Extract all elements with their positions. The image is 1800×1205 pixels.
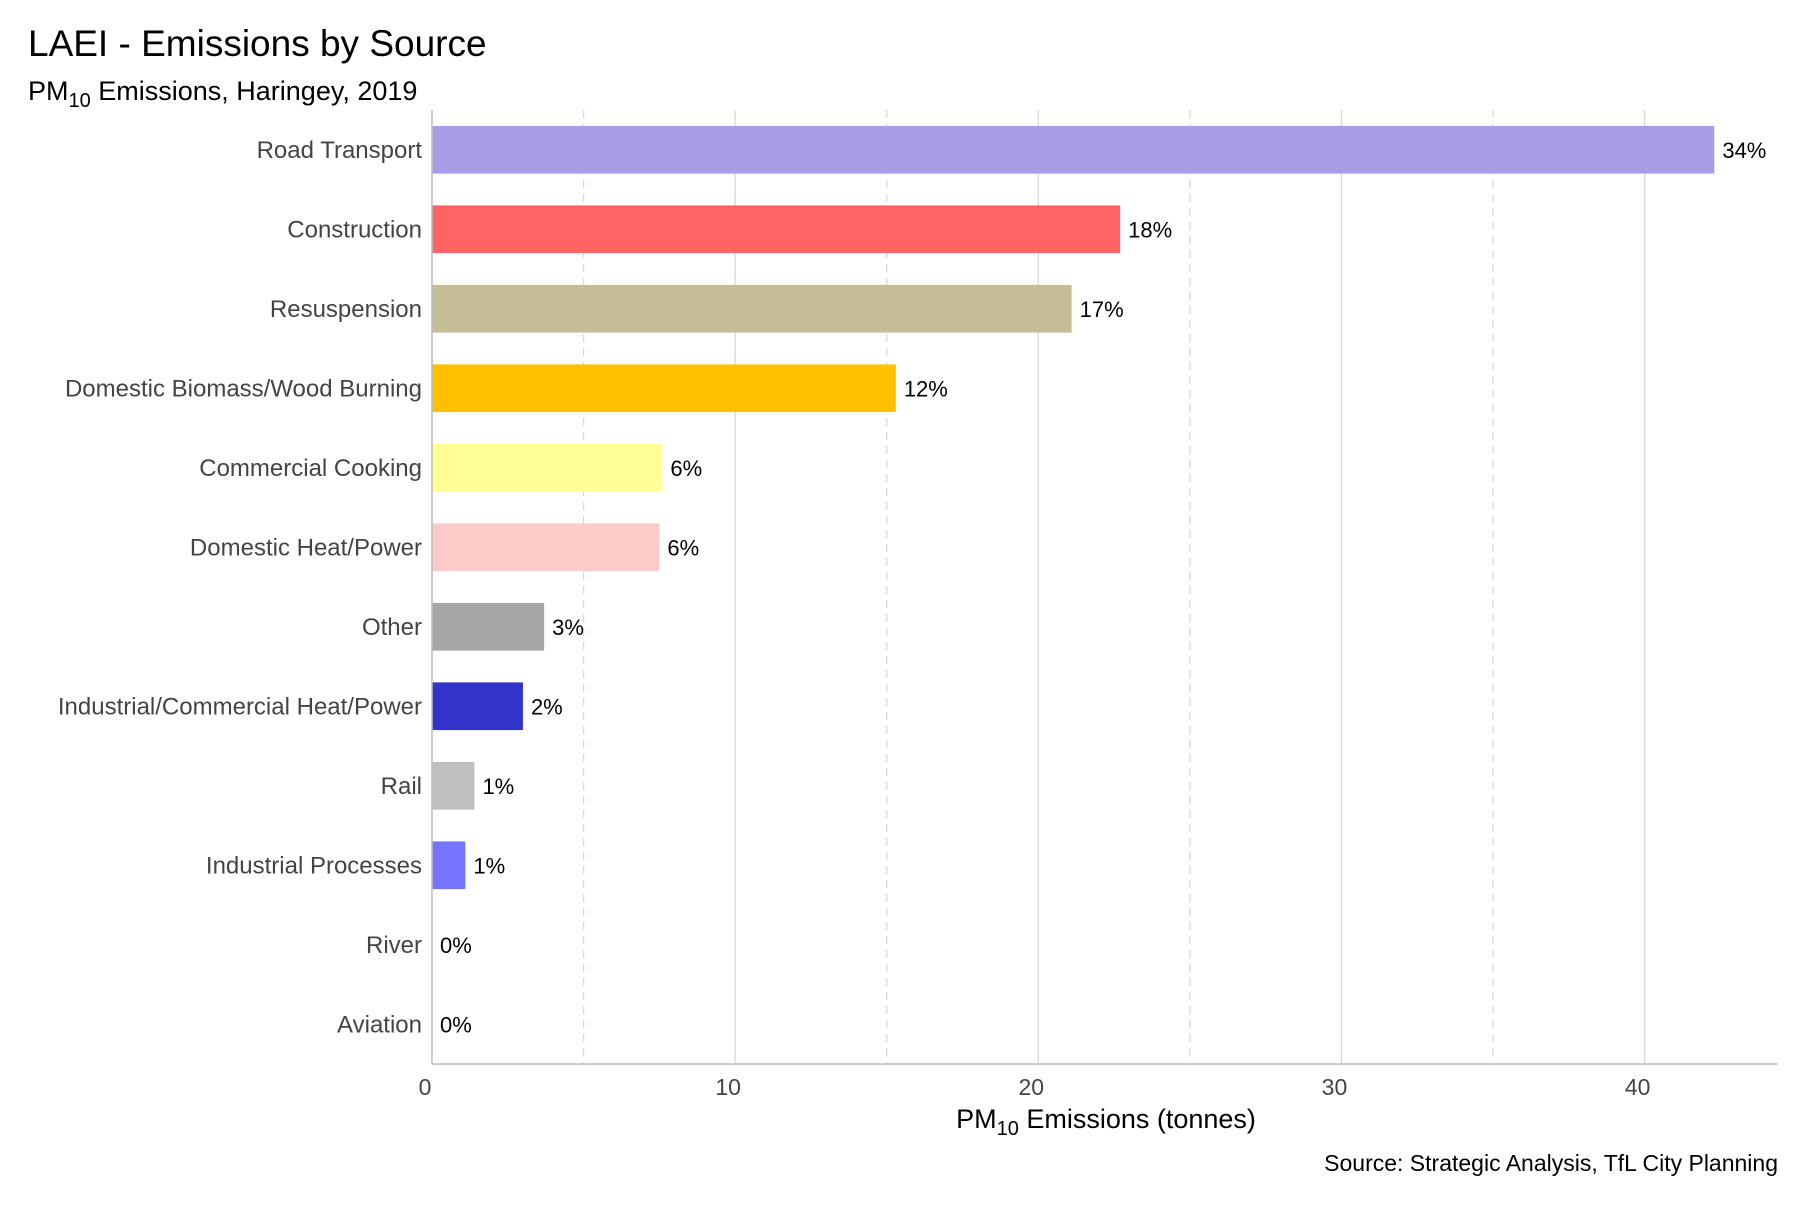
x-axis-title-prefix: PM [956,1104,997,1134]
chart-title: LAEI - Emissions by Source [28,23,487,64]
category-label: Resuspension [270,296,422,323]
axes [431,110,1778,1065]
value-label: 2% [531,694,563,719]
category-label: Domestic Heat/Power [190,534,422,561]
category-label: Domestic Biomass/Wood Burning [65,375,422,402]
bar [432,682,523,731]
category-label: Aviation [337,1011,422,1038]
category-label: Industrial/Commercial Heat/Power [58,693,422,720]
category-labels: Road Transport Construction Resuspension Do… [58,137,422,1039]
value-label: 1% [482,774,514,799]
subtitle-prefix: PM [28,76,69,106]
subtitle-suffix: Emissions, Haringey, 2019 [91,76,418,106]
category-label: Other [362,614,422,641]
x-tick-label: 0 [419,1074,432,1100]
value-label: 0% [440,1012,472,1037]
value-label: 18% [1128,217,1172,242]
bars [432,125,1715,890]
value-label: 17% [1080,297,1124,322]
x-tick-label: 20 [1019,1074,1045,1100]
value-label: 1% [473,853,505,878]
bar [432,841,466,890]
x-tick-label: 30 [1322,1074,1348,1100]
category-label: Construction [287,216,422,243]
chart-caption: Source: Strategic Analysis, TfL City Pla… [1324,1150,1778,1176]
value-label: 6% [670,456,702,481]
subtitle-subscript: 10 [69,90,91,112]
value-label: 34% [1722,138,1766,163]
x-axis-title-subscript: 10 [997,1118,1019,1140]
bar [432,602,545,651]
bar [432,205,1121,254]
value-labels: 34% 18% 17% 12% 6% 6% 3% 2% 1% 1% 0% 0% [440,138,1766,1038]
bar [432,761,475,810]
category-label: Road Transport [257,137,423,164]
category-label: Rail [381,773,422,800]
x-axis-title: PM10 Emissions (tonnes) [956,1104,1256,1140]
category-label: Commercial Cooking [199,455,422,482]
category-label: Industrial Processes [206,852,422,879]
x-tick-label: 40 [1625,1074,1651,1100]
bar [432,364,896,413]
value-label: 12% [904,376,948,401]
x-tick-labels: 0 10 20 30 40 [419,1074,1651,1100]
value-label: 6% [667,535,699,560]
bar [432,125,1715,174]
category-label: River [366,932,422,959]
bar [432,443,663,492]
grid-lines [582,110,1646,1064]
bar [432,284,1072,333]
x-axis-title-suffix: Emissions (tonnes) [1019,1104,1256,1134]
chart-subtitle: PM10 Emissions, Haringey, 2019 [28,76,417,112]
value-label: 3% [552,615,584,640]
bar [432,523,660,572]
x-tick-label: 10 [715,1074,741,1100]
value-label: 0% [440,933,472,958]
